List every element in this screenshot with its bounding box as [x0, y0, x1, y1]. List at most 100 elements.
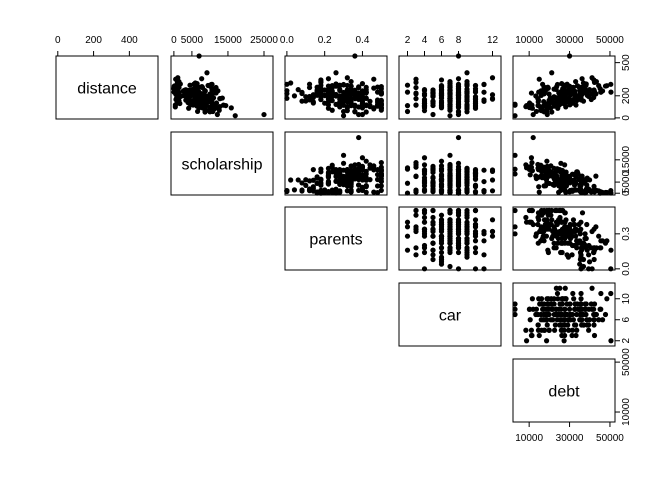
point-distance-car-192 [447, 78, 453, 85]
point-parents-car-183 [421, 226, 428, 232]
point-car-debt-28 [604, 296, 610, 302]
point-parents-debt-179 [579, 247, 585, 253]
point-parents-car-198 [413, 226, 419, 232]
point-car-debt-192 [593, 311, 600, 318]
point-scholarship-parents-33 [299, 188, 305, 194]
point-distance-debt-109 [535, 99, 541, 105]
point-car-debt-181 [566, 317, 572, 323]
point-distance-debt-197 [549, 98, 555, 104]
panel-frame [512, 358, 616, 423]
point-distance-debt-125 [579, 76, 585, 82]
point-parents-debt-185 [546, 221, 552, 228]
point-scholarship-debt-184 [528, 164, 535, 170]
point-parents-debt-190 [538, 226, 544, 232]
point-parents-debt-163 [569, 252, 575, 258]
right-axis-car: 2 6 10 [615, 293, 632, 344]
point-car-debt-195 [561, 317, 567, 323]
point-distance-parents-202 [371, 76, 377, 82]
variable-label-scholarship: scholarship [182, 157, 263, 174]
point-car-debt-177 [598, 306, 604, 312]
tick-label: 0.3 [621, 226, 632, 240]
point-distance-car-202 [413, 76, 419, 82]
point-distance-parents-152 [363, 95, 369, 101]
point-scholarship-parents-21 [303, 182, 309, 188]
point-distance-debt-177 [598, 89, 604, 95]
point-distance-parents-180 [371, 105, 377, 111]
point-scholarship-debt-153 [512, 171, 518, 177]
point-parents-car-164 [472, 221, 479, 228]
point-car-debt-172 [512, 301, 518, 307]
point-scholarship-parents-162 [333, 178, 339, 184]
point-scholarship-debt-144 [512, 152, 518, 158]
tick-label: 4 [422, 35, 428, 46]
point-scholarship-parents-160 [310, 184, 316, 190]
panel-frame [170, 55, 274, 120]
point-distance-parents-144 [340, 113, 347, 119]
point-scholarship-car-194 [447, 183, 453, 189]
point-distance-scholarship-188 [191, 81, 197, 87]
point-parents-debt-39 [608, 247, 614, 253]
tick-label: 5000 [621, 171, 632, 194]
point-parents-debt-177 [598, 245, 604, 251]
point-distance-car-175 [455, 100, 462, 106]
right-axis-debt: 10000 50000 [615, 348, 632, 426]
point-car-debt-191 [602, 311, 609, 318]
point-parents-car-30 [438, 245, 445, 251]
point-car-debt-139 [591, 301, 598, 307]
point-parents-debt-155 [543, 233, 550, 239]
point-scholarship-debt-15 [529, 160, 535, 166]
point-distance-debt-155 [543, 86, 550, 93]
point-parents-car-39 [404, 247, 411, 253]
point-parents-debt-197 [549, 207, 555, 214]
point-car-debt-57 [578, 296, 584, 302]
point-distance-parents-185 [356, 104, 362, 110]
point-distance-parents-131 [318, 96, 324, 103]
point-scholarship-parents-202 [371, 189, 377, 195]
point-distance-scholarship-200 [196, 53, 202, 59]
point-car-debt-159 [563, 296, 569, 302]
point-parents-debt-131 [574, 245, 580, 251]
point-car-debt-166 [584, 322, 590, 328]
point-distance-scholarship-175 [213, 100, 220, 106]
point-distance-scholarship-159 [205, 82, 211, 89]
top-axis-distance: 0 200 400 [55, 35, 138, 56]
point-parents-debt-184 [528, 207, 535, 214]
point-distance-car-159 [472, 82, 479, 89]
point-distance-car-174 [489, 92, 496, 98]
point-distance-debt-194 [556, 90, 562, 96]
tick-label: 200 [85, 35, 102, 46]
tick-label: 0 [55, 35, 61, 46]
point-car-debt-10 [591, 332, 598, 339]
point-car-debt-39 [608, 338, 614, 344]
point-car-debt-180 [548, 317, 554, 323]
point-distance-car-12 [404, 108, 411, 115]
point-scholarship-debt-59 [527, 172, 533, 178]
point-scholarship-debt-133 [533, 173, 539, 179]
point-parents-debt-103 [579, 210, 586, 216]
point-parents-debt-180 [548, 212, 554, 218]
point-parents-car-186 [481, 266, 487, 272]
point-distance-car-184 [413, 90, 419, 96]
point-parents-car-193 [472, 231, 479, 237]
point-distance-scholarship-202 [173, 76, 179, 82]
point-parents-debt-87 [545, 247, 551, 253]
point-scholarship-car-183 [421, 180, 428, 187]
tick-label: 30000 [556, 35, 584, 46]
point-distance-parents-199 [340, 89, 347, 96]
point-car-debt-113 [551, 327, 558, 333]
point-scholarship-parents-190 [348, 163, 354, 169]
point-scholarship-car-192 [447, 187, 453, 194]
point-distance-scholarship-199 [188, 89, 194, 96]
point-scholarship-parents-179 [314, 180, 320, 186]
panel-parents-vs-car [398, 206, 502, 272]
diag-panel-debt: debt [512, 358, 616, 423]
point-scholarship-car-198 [413, 173, 419, 180]
point-distance-scholarship-93 [187, 82, 193, 88]
point-distance-parents-21 [303, 94, 309, 100]
point-distance-debt-188 [564, 81, 570, 87]
point-scholarship-parents-104 [378, 183, 384, 189]
diag-panel-scholarship: scholarship [170, 131, 274, 196]
point-car-debt-111 [528, 327, 535, 333]
point-distance-parents-168 [378, 83, 384, 90]
point-scholarship-car-202 [413, 189, 419, 195]
